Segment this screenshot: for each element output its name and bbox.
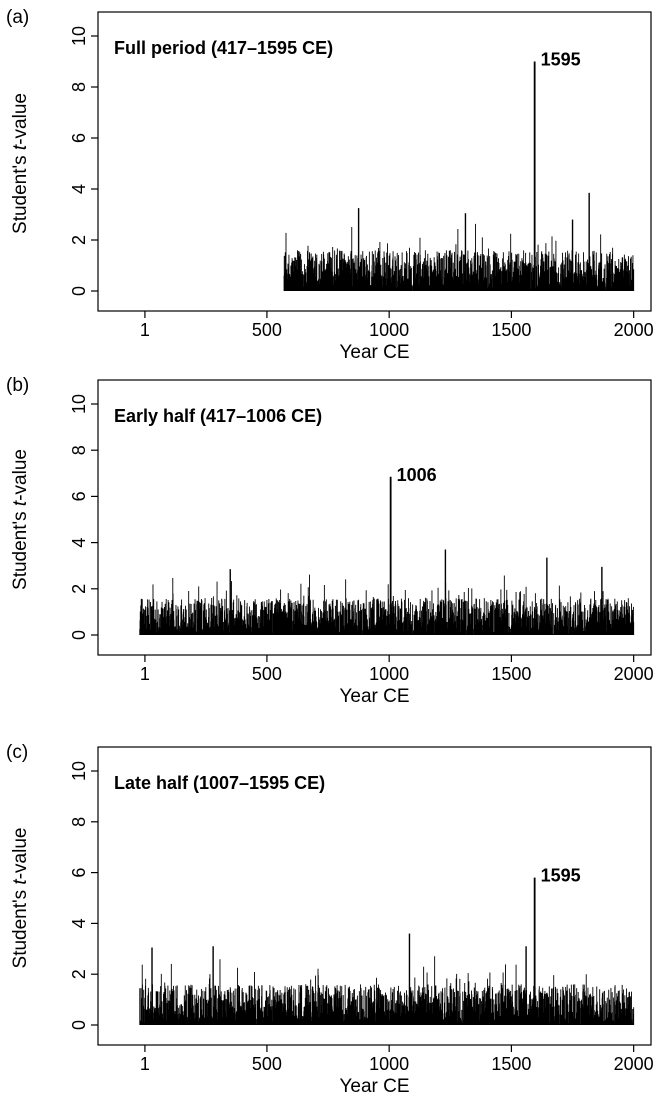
y-tick-label: 10	[69, 26, 89, 46]
y-tick-label: 6	[69, 133, 89, 143]
peak-label: 1595	[541, 50, 581, 70]
chart-title: Late half (1007–1595 CE)	[114, 773, 325, 793]
plot-frame	[97, 379, 652, 656]
y-axis-title: Student's t-value	[10, 828, 31, 969]
x-tick-label: 1	[140, 664, 150, 684]
y-tick-label: 8	[69, 445, 89, 455]
y-axis-title: Student's t-value	[10, 449, 31, 590]
x-axis-title: Year CE	[339, 342, 409, 363]
x-axis-title: Year CE	[339, 1076, 409, 1097]
panel-letter: (c)	[6, 742, 28, 763]
y-tick-label: 2	[69, 969, 89, 979]
chart-panel: (c) Late half (1007–1595 CE) 0 2 4 6 8 10 Studen…	[6, 742, 654, 1097]
x-tick-label: 2000	[614, 664, 654, 684]
peak-label: 1006	[397, 465, 437, 485]
panel-letter: (b)	[6, 375, 29, 396]
y-tick-label: 8	[69, 82, 89, 92]
x-tick-label: 1	[140, 320, 150, 340]
x-tick-label: 1500	[491, 320, 531, 340]
x-tick-label: 2000	[614, 1054, 654, 1074]
x-tick-label: 500	[252, 1054, 282, 1074]
y-tick-label: 2	[69, 584, 89, 594]
y-tick-label: 4	[69, 918, 89, 928]
panel-letter: (a)	[6, 7, 29, 28]
x-tick-label: 1000	[369, 320, 409, 340]
y-tick-label: 2	[69, 235, 89, 245]
y-tick-label: 8	[69, 817, 89, 827]
t-value-bars	[283, 223, 635, 291]
t-value-bars	[139, 956, 635, 1025]
y-tick-label: 0	[69, 630, 89, 640]
chart-title: Early half (417–1006 CE)	[114, 406, 322, 426]
x-axis-title: Year CE	[339, 686, 409, 707]
y-tick-label: 6	[69, 491, 89, 501]
t-value-bars	[139, 574, 635, 635]
chart-title: Full period (417–1595 CE)	[114, 38, 333, 58]
x-tick-label: 2000	[614, 320, 654, 340]
x-tick-label: 500	[252, 320, 282, 340]
x-tick-label: 1	[140, 1054, 150, 1074]
x-tick-label: 500	[252, 664, 282, 684]
x-tick-label: 1500	[491, 1054, 531, 1074]
y-tick-label: 4	[69, 538, 89, 548]
plot-frame	[97, 11, 652, 312]
chart-panel: (b) Early half (417–1006 CE) 0 2 4 6 8 10 Studen…	[6, 375, 654, 707]
x-tick-label: 1000	[369, 1054, 409, 1074]
y-tick-label: 4	[69, 184, 89, 194]
y-tick-label: 0	[69, 286, 89, 296]
x-tick-label: 1500	[491, 664, 531, 684]
x-tick-label: 1000	[369, 664, 409, 684]
chart-panel: (a) Full period (417–1595 CE) 0 2 4 6 8 10 Stude…	[6, 7, 654, 363]
peak-label: 1595	[541, 866, 581, 886]
y-tick-label: 6	[69, 868, 89, 878]
plot-frame	[97, 746, 652, 1046]
y-tick-label: 10	[69, 394, 89, 414]
y-tick-label: 0	[69, 1020, 89, 1030]
y-tick-label: 10	[69, 761, 89, 781]
y-axis-title: Student's t-value	[10, 93, 31, 234]
